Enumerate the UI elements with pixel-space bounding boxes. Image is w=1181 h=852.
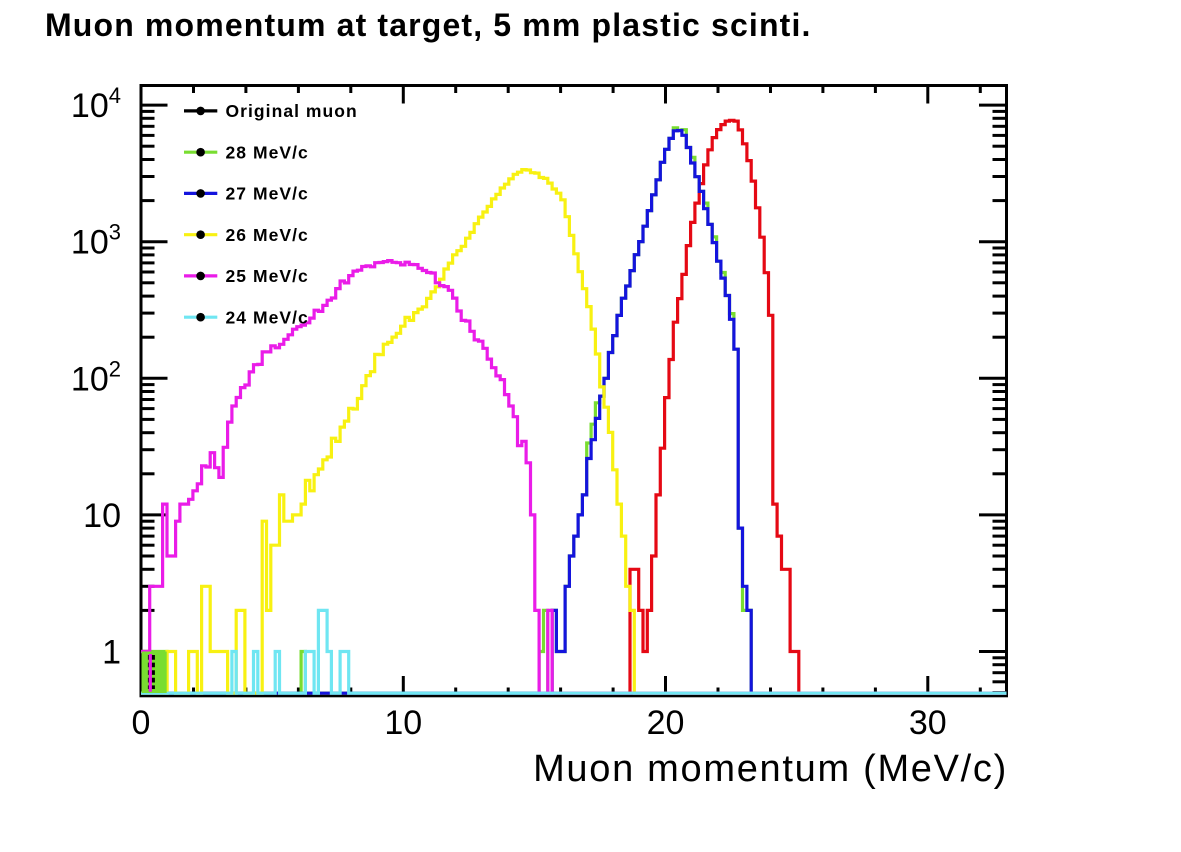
svg-text:0: 0 <box>132 704 151 742</box>
svg-text:26 MeV/c: 26 MeV/c <box>226 225 309 245</box>
svg-text:30: 30 <box>909 704 947 742</box>
svg-text:25 MeV/c: 25 MeV/c <box>226 266 309 286</box>
svg-text:10: 10 <box>83 497 121 535</box>
svg-text:28 MeV/c: 28 MeV/c <box>226 142 309 162</box>
svg-text:Original muon: Original muon <box>226 101 358 121</box>
svg-text:Muon momentum (MeV/c): Muon momentum (MeV/c) <box>533 748 1008 790</box>
svg-text:24 MeV/c: 24 MeV/c <box>226 307 309 327</box>
svg-text:1: 1 <box>102 634 121 672</box>
svg-text:Muon momentum at target, 5 mm: Muon momentum at target, 5 mm plastic sc… <box>45 7 812 43</box>
svg-text:10: 10 <box>384 704 422 742</box>
svg-text:20: 20 <box>647 704 685 742</box>
svg-text:27 MeV/c: 27 MeV/c <box>226 184 309 204</box>
